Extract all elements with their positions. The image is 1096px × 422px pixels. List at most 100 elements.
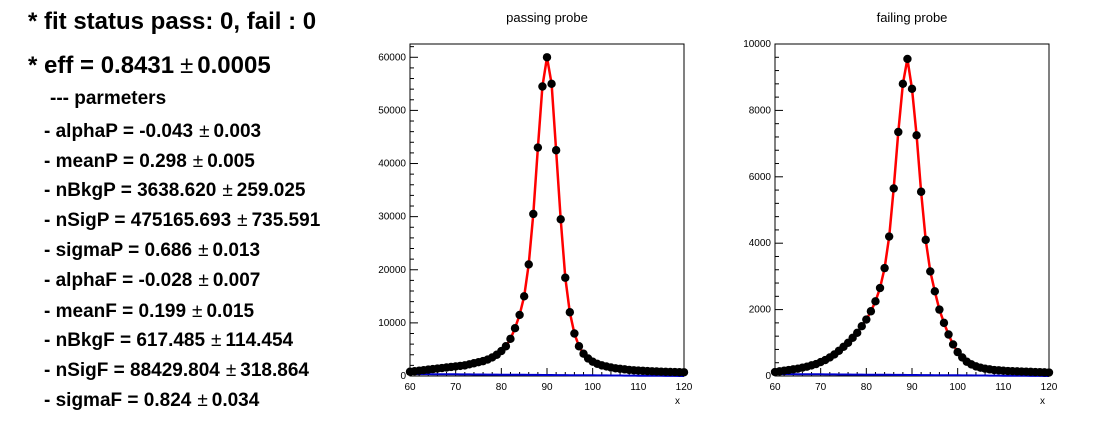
param-label: - nBkgF = 617.485	[44, 330, 206, 351]
y-tick-label: 10000	[743, 39, 771, 50]
x-tick-label: 110	[995, 382, 1011, 393]
data-point	[912, 131, 921, 140]
param-line: - meanF = 0.199 ±0.015	[44, 301, 254, 323]
x-axis-label: x	[1040, 396, 1045, 407]
efficiency-line: * eff = 0.8431 ±0.0005	[28, 52, 271, 80]
data-point	[501, 342, 511, 351]
data-point	[894, 127, 903, 137]
param-error: 0.003	[213, 121, 262, 142]
param-line: - nSigF = 88429.804 ±318.864	[44, 360, 309, 382]
plus-minus-symbol: ±	[197, 390, 208, 411]
data-point	[926, 267, 935, 276]
data-point	[853, 328, 862, 338]
efficiency-value: * eff = 0.8431	[28, 52, 175, 79]
param-error: 0.005	[207, 151, 255, 172]
data-point	[939, 318, 949, 328]
chart-title: failing probe	[877, 10, 948, 25]
data-point	[529, 209, 538, 219]
param-label: - nBkgP = 3638.620	[44, 180, 217, 201]
y-tick-label: 0	[765, 371, 771, 382]
data-point	[898, 79, 908, 89]
data-point	[547, 79, 556, 89]
data-point	[921, 235, 930, 245]
param-error: 0.007	[212, 270, 261, 291]
signal-fit-curve	[774, 58, 1050, 374]
y-tick-label: 50000	[378, 105, 406, 116]
param-label: - meanP = 0.298	[44, 151, 187, 172]
x-tick-label: 80	[861, 382, 873, 393]
param-line: - nBkgF = 617.485 ±114.454	[44, 330, 293, 352]
fit-summary-panel: * fit status pass: 0, fail : 0 * eff = 0…	[0, 0, 360, 422]
data-point	[866, 307, 876, 316]
data-point	[533, 143, 543, 152]
x-tick-label: 90	[541, 382, 553, 393]
data-point	[907, 84, 917, 94]
data-point	[880, 263, 889, 273]
data-point	[506, 334, 515, 344]
x-tick-label: 100	[584, 382, 601, 393]
param-line: - nBkgP = 3638.620 ±259.025	[44, 180, 305, 202]
plus-minus-symbol: ±	[192, 151, 204, 172]
fit-status-line: * fit status pass: 0, fail : 0	[28, 8, 317, 35]
x-tick-label: 80	[496, 382, 508, 393]
data-point	[1044, 368, 1054, 377]
param-line: - alphaP = -0.043 ±0.003	[44, 121, 261, 143]
data-point	[679, 368, 689, 377]
y-tick-label: 40000	[378, 159, 406, 170]
x-tick-label: 120	[1041, 382, 1058, 393]
data-point	[519, 292, 529, 301]
param-line: - sigmaP = 0.686 ±0.013	[44, 240, 260, 262]
x-tick-label: 120	[676, 382, 693, 393]
plus-minus-symbol: ±	[222, 180, 233, 201]
param-error: 259.025	[236, 180, 306, 201]
y-tick-label: 8000	[749, 105, 772, 116]
x-tick-label: 110	[630, 382, 646, 393]
data-point	[538, 82, 547, 91]
param-label: - nSigP = 475165.693	[44, 210, 232, 231]
param-line: - meanP = 0.298 ±0.005	[44, 151, 255, 173]
data-point	[561, 273, 570, 282]
data-point	[935, 305, 944, 314]
plus-minus-symbol: ±	[198, 240, 209, 261]
background-fit-curve	[410, 373, 684, 377]
data-point	[524, 260, 533, 269]
y-tick-label: 6000	[749, 172, 772, 183]
data-point	[944, 330, 953, 339]
x-tick-label: 70	[815, 382, 827, 393]
background-fit-curve	[775, 373, 1049, 377]
data-point	[884, 232, 894, 241]
data-point	[871, 297, 880, 306]
plus-minus-symbol: ±	[192, 301, 203, 322]
param-label: - sigmaP = 0.686	[44, 240, 193, 261]
param-error: 0.015	[206, 301, 255, 322]
signal-fit-curve	[409, 57, 685, 374]
data-point	[570, 329, 579, 338]
plus-minus-symbol: ±	[237, 210, 248, 231]
data-point	[574, 342, 584, 351]
param-error: 114.454	[225, 330, 294, 351]
plus-minus-symbol: ±	[198, 270, 209, 291]
data-point	[857, 322, 866, 331]
data-point	[889, 184, 898, 193]
y-tick-label: 60000	[378, 52, 406, 63]
y-tick-label: 30000	[378, 212, 406, 223]
data-point	[542, 53, 552, 62]
y-tick-label: 10000	[378, 318, 406, 329]
data-point	[930, 287, 940, 296]
param-line: - nSigP = 475165.693 ±735.591	[44, 210, 320, 232]
data-point	[515, 310, 524, 320]
data-point	[551, 146, 561, 155]
x-tick-label: 100	[949, 382, 966, 393]
y-tick-label: 4000	[749, 238, 772, 249]
param-label: - alphaP = -0.043	[44, 121, 194, 142]
param-error: 0.034	[211, 390, 260, 411]
efficiency-error: 0.0005	[197, 52, 271, 79]
param-label: - nSigF = 88429.804	[44, 360, 220, 381]
param-label: - meanF = 0.199	[44, 301, 187, 322]
plus-minus-symbol: ±	[180, 52, 194, 79]
param-error: 0.013	[212, 240, 261, 261]
data-point	[862, 315, 871, 324]
param-error: 735.591	[251, 210, 321, 231]
x-axis-label: x	[675, 396, 680, 407]
